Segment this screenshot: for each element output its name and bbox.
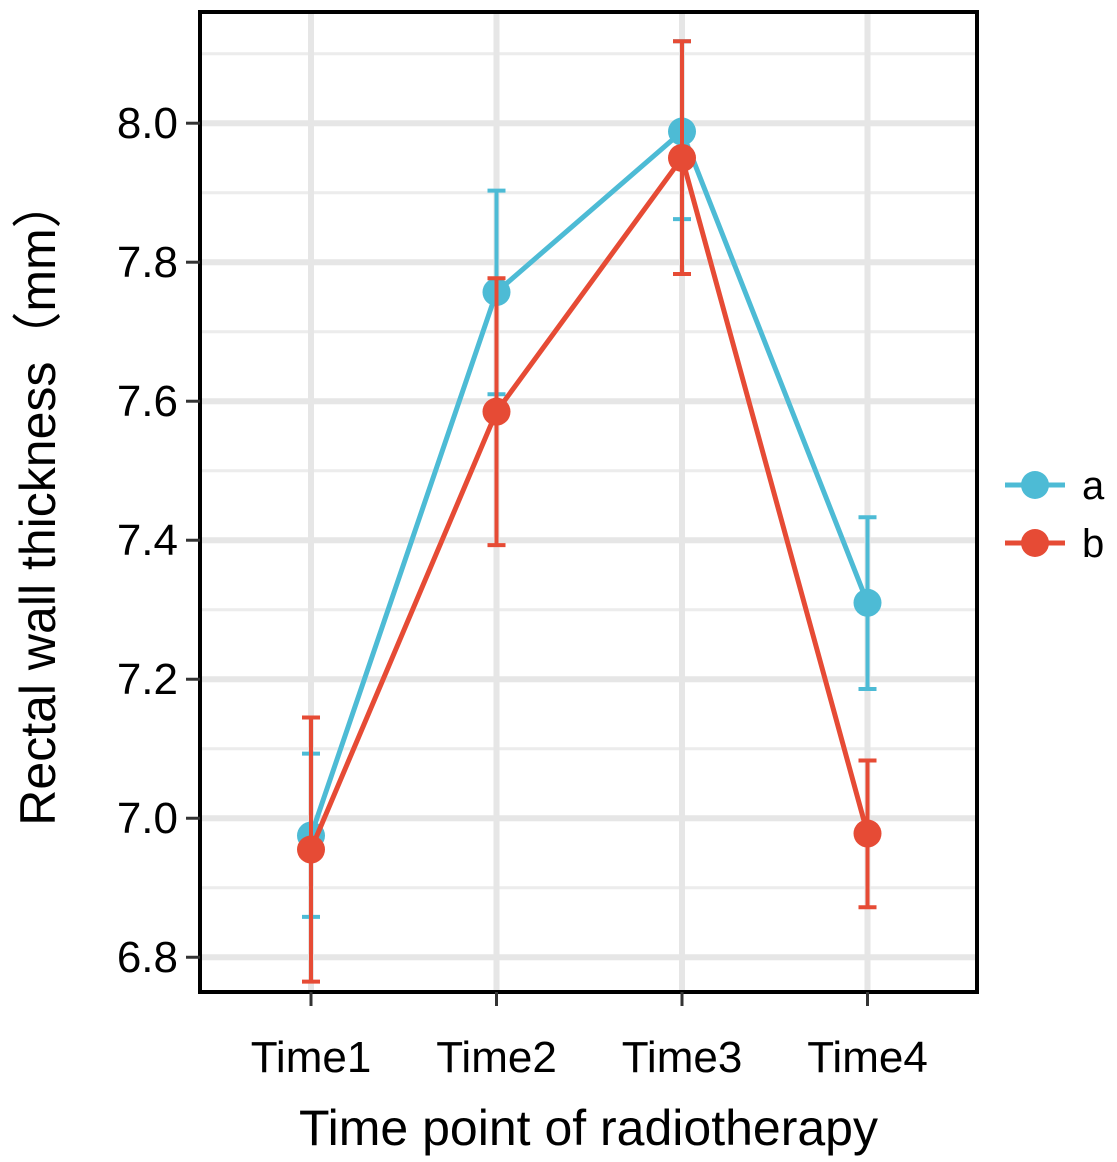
x-tick-label: Time1 — [251, 1033, 372, 1082]
data-point — [668, 143, 696, 172]
data-point — [853, 819, 882, 848]
y-tick-label: 7.0 — [117, 794, 178, 843]
legend-item-a: a — [1005, 464, 1105, 508]
data-point — [297, 835, 325, 864]
x-tick-label: Time2 — [436, 1033, 557, 1082]
plot-border — [198, 10, 979, 994]
y-tick-label: 7.8 — [117, 238, 178, 287]
y-tick-label: 8.0 — [117, 99, 178, 148]
grid — [200, 12, 977, 992]
y-tick-label: 7.6 — [117, 377, 178, 426]
legend: ab — [1005, 464, 1105, 566]
x-tick-label: Time3 — [622, 1033, 743, 1082]
x-tick-label: Time4 — [807, 1033, 928, 1082]
series-b — [297, 39, 882, 984]
plot-background — [200, 12, 977, 992]
legend-label: b — [1082, 522, 1104, 566]
legend-label: a — [1082, 464, 1105, 508]
legend-item-b: b — [1005, 522, 1104, 566]
axes: 6.8 7.0 7.2 7.4 7.6 7.8 8.0 Time1 Time2 Time3 Time… — [117, 99, 928, 1082]
data-point — [853, 588, 882, 617]
y-axis-title: Rectal wall thickness（mm） — [10, 178, 66, 825]
series-group — [297, 39, 882, 984]
data-point — [482, 397, 511, 426]
legend-key-point — [1021, 471, 1049, 499]
legend-key-point — [1021, 529, 1049, 557]
series-line — [308, 129, 870, 837]
series-line — [308, 155, 870, 851]
y-tick-label: 7.4 — [117, 516, 178, 565]
y-tick-label: 7.2 — [117, 655, 178, 704]
x-axis-title: Time point of radiotherapy — [299, 1100, 878, 1156]
y-tick-label: 6.8 — [117, 933, 178, 982]
